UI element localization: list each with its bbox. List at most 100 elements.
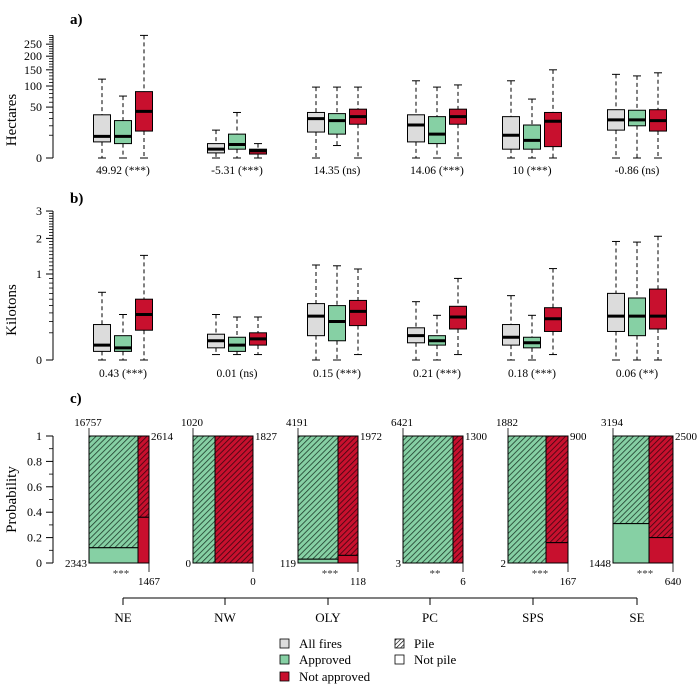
legend-swatch — [279, 671, 290, 682]
panel-label: b) — [70, 191, 83, 207]
box-approved — [328, 265, 346, 361]
legend-swatch — [394, 654, 405, 665]
mosaic-ne: 16757 2614 2343 1467 *** — [65, 417, 174, 588]
notapproved-pile-cell — [545, 435, 569, 544]
region-axis: NE NW OLY PC SPS SE — [114, 597, 645, 625]
mosaic-sps: 1882 900 2 167 *** — [496, 417, 587, 588]
y-tick-label: 0 — [36, 353, 42, 367]
box-all-fires — [502, 80, 520, 159]
box-iqr — [607, 292, 625, 332]
box-iqr — [328, 305, 346, 342]
box-iqr — [349, 299, 367, 327]
box-group-oly: 14.35 (ns) — [307, 86, 367, 177]
count-notapproved-notpile: 0 — [250, 576, 256, 588]
legend-label: All fires — [299, 636, 342, 651]
box-approved — [523, 98, 541, 159]
significance-annotation: *** — [637, 568, 654, 580]
y-tick-label: 0.6 — [27, 480, 42, 494]
y-tick-label: 0.8 — [27, 454, 42, 468]
region-label-oly: OLY — [315, 610, 341, 625]
box-iqr — [93, 324, 111, 352]
count-notapproved-notpile: 640 — [665, 576, 682, 588]
box-iqr — [114, 120, 132, 145]
group-annotation: -5.31 (***) — [211, 165, 263, 177]
y-tick-label: 0.2 — [27, 531, 42, 545]
count-approved-pile: 1020 — [181, 417, 204, 429]
y-tick-label: 150 — [24, 63, 42, 77]
count-notapproved-notpile: 6 — [460, 576, 466, 588]
box-not-approved — [449, 277, 467, 356]
y-tick-label: 200 — [24, 49, 42, 63]
y-axis-label: Hectares — [4, 94, 20, 147]
box-group-ne: 0.43 (***) — [93, 254, 153, 380]
group-annotation: 0.06 (**) — [616, 368, 658, 380]
group-annotation: 14.06 (***) — [410, 165, 464, 177]
region-label-pc: PC — [422, 610, 438, 625]
box-not-approved — [135, 254, 153, 361]
box-not-approved — [649, 235, 667, 361]
group-annotation: 10 (***) — [512, 165, 551, 177]
count-approved-pile: 4191 — [286, 417, 308, 429]
panel-label: a) — [70, 12, 83, 28]
legend-item-pile: Pile — [394, 636, 434, 651]
box-iqr — [502, 324, 520, 346]
mosaic-oly: 4191 1972 119 118 *** — [280, 417, 382, 588]
box-iqr — [307, 303, 325, 337]
box-not-approved — [349, 268, 367, 356]
group-annotation: 49.92 (***) — [96, 165, 150, 177]
count-notapproved-pile: 900 — [570, 431, 587, 443]
box-group-ne: 49.92 (***) — [93, 34, 153, 177]
box-all-fires — [307, 264, 325, 361]
box-all-fires — [93, 291, 111, 361]
group-annotation: 0.43 (***) — [99, 368, 147, 380]
box-iqr — [228, 133, 246, 150]
group-annotation: -0.86 (ns) — [615, 165, 660, 177]
count-approved-pile: 16757 — [74, 417, 102, 429]
count-approved-pile: 3194 — [601, 417, 624, 429]
count-approved-pile: 6421 — [391, 417, 413, 429]
count-notapproved-pile: 1972 — [360, 431, 382, 443]
count-approved-notpile: 2343 — [65, 558, 88, 570]
box-not-approved — [544, 69, 562, 159]
box-iqr — [649, 288, 667, 330]
notapproved-notpile-cell — [137, 516, 150, 564]
legend-item-approved: Approved — [279, 652, 351, 667]
count-approved-notpile: 0 — [186, 558, 192, 570]
box-not-approved — [249, 316, 267, 356]
box-iqr — [328, 113, 346, 135]
count-approved-pile: 1882 — [496, 417, 518, 429]
box-approved — [228, 316, 246, 356]
box-group-nw: 0.01 (ns) — [207, 313, 267, 380]
box-not-approved — [449, 84, 467, 159]
y-tick-label: 0 — [36, 151, 42, 165]
box-group-oly: 0.15 (***) — [307, 264, 367, 380]
legend-item-not-pile: Not pile — [394, 652, 456, 667]
box-group-pc: 14.06 (***) — [407, 80, 467, 177]
box-iqr — [628, 109, 646, 127]
notapproved-notpile-cell — [648, 537, 674, 564]
y-tick-label: 100 — [24, 79, 42, 93]
y-tick-label: 250 — [24, 37, 42, 51]
y-tick-label: 3 — [36, 204, 42, 218]
count-notapproved-notpile: 118 — [350, 576, 367, 588]
y-tick-label: 1 — [36, 267, 42, 281]
legend-item-all-fires: All fires — [279, 636, 342, 651]
box-all-fires — [502, 295, 520, 361]
box-iqr — [523, 124, 541, 150]
significance-annotation: *** — [113, 568, 130, 580]
count-notapproved-pile: 1827 — [255, 431, 278, 443]
approved-pile-cell — [402, 435, 454, 564]
mosaic-se: 3194 2500 1448 640 *** — [589, 417, 698, 588]
region-label-ne: NE — [114, 610, 131, 625]
box-group-se: -0.86 (ns) — [607, 72, 667, 177]
box-not-approved — [249, 143, 267, 159]
approved-pile-cell — [192, 435, 216, 564]
count-notapproved-pile: 2500 — [675, 431, 698, 443]
y-tick-label: 2 — [36, 231, 42, 245]
y-tick-label: 0 — [36, 556, 42, 570]
approved-notpile-cell — [297, 558, 339, 564]
count-notapproved-notpile: 1467 — [138, 576, 161, 588]
group-annotation: 0.01 (ns) — [217, 368, 258, 380]
box-approved — [228, 111, 246, 159]
